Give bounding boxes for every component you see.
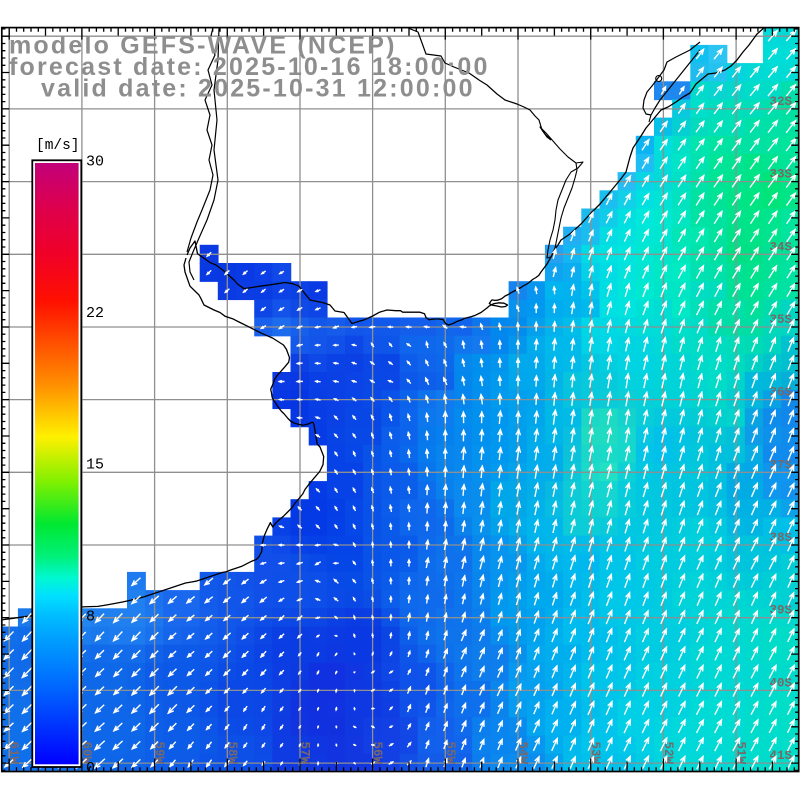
svg-text:[m/s]: [m/s] [36,138,80,154]
svg-text:32S: 32S [769,95,792,109]
svg-text:0: 0 [86,760,95,777]
svg-text:57W: 57W [298,741,312,764]
svg-text:forecast date: 2025-10-16 18:0: forecast date: 2025-10-16 18:00:00 [9,53,490,81]
svg-text:33S: 33S [769,168,792,182]
svg-text:valid date: 2025-10-31 12:00:0: valid date: 2025-10-31 12:00:00 [41,75,475,103]
svg-text:15: 15 [86,457,104,474]
svg-text:58W: 58W [225,741,239,764]
svg-text:60W: 60W [79,741,93,764]
svg-text:56W: 56W [370,741,384,764]
svg-text:modelo GEFS-WAVE (NCEP): modelo GEFS-WAVE (NCEP) [9,32,397,60]
svg-text:61W: 61W [7,741,21,764]
svg-text:30: 30 [86,153,104,170]
svg-text:8: 8 [86,608,95,625]
svg-text:22: 22 [86,305,104,322]
